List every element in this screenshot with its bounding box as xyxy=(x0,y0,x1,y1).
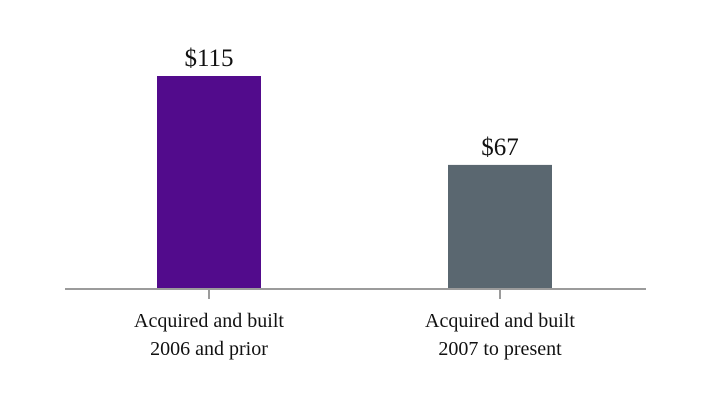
bars-group xyxy=(157,76,552,289)
value-label-2: $67 xyxy=(481,134,519,161)
category-label-2-line-1: Acquired and built xyxy=(425,310,575,332)
category-label-1-line-2: 2006 and prior xyxy=(150,338,268,360)
category-label-2: Acquired and built 2007 to present xyxy=(425,310,575,360)
category-label-1-line-1: Acquired and built xyxy=(134,310,284,332)
category-label-1: Acquired and built 2006 and prior xyxy=(134,310,284,360)
x-axis-ticks-group xyxy=(208,289,501,299)
value-label-1: $115 xyxy=(184,45,233,72)
category-label-2-line-2: 2007 to present xyxy=(438,338,562,360)
value-labels-group: $115 $67 xyxy=(184,45,518,161)
category-labels-group: Acquired and built 2006 and priorAcquired… xyxy=(134,310,575,360)
bar-2 xyxy=(448,164,552,289)
bar-1 xyxy=(157,76,261,289)
